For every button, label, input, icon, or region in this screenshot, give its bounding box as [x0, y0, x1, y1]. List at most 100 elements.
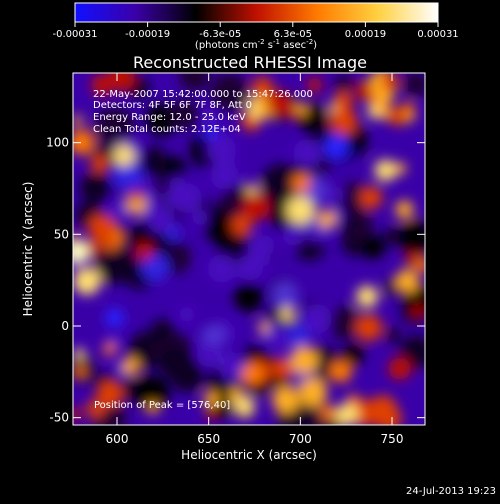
purple-blob — [323, 134, 349, 160]
x-tick-label: 650 — [197, 432, 220, 446]
bright-blob — [299, 378, 328, 407]
bright-blob — [333, 91, 353, 111]
info-clean-counts: Clean Total counts: 2.12E+04 — [93, 124, 241, 135]
bright-blob — [347, 394, 360, 407]
bright-blob — [360, 186, 383, 209]
bright-blob — [242, 193, 270, 221]
dark-blob — [361, 235, 386, 260]
dark-blob — [385, 327, 402, 344]
bright-blob — [135, 242, 153, 261]
bright-blob — [374, 159, 397, 182]
bright-blob — [330, 107, 358, 135]
bright-blob — [86, 399, 105, 418]
purple-blob — [210, 161, 239, 190]
dark-blob — [137, 145, 168, 176]
bright-blob — [90, 154, 109, 173]
bright-blob — [395, 200, 414, 219]
dark-blob — [169, 357, 205, 393]
bright-blob — [330, 360, 352, 383]
dark-blob — [336, 182, 369, 215]
purple-blob — [302, 304, 332, 334]
bright-blob — [318, 210, 336, 228]
bright-blob — [91, 74, 113, 96]
dark-blob — [170, 99, 201, 130]
purple-blob — [178, 306, 195, 323]
purple-blob — [282, 223, 305, 246]
bright-blob — [73, 129, 95, 155]
bright-blob — [415, 257, 425, 273]
bright-blob — [286, 196, 314, 224]
x-tick-label: 750 — [381, 432, 404, 446]
dark-blob — [403, 73, 425, 98]
purple-blob — [172, 183, 202, 213]
bright-blob — [203, 391, 220, 407]
bright-blob — [129, 190, 142, 203]
purple-blob — [271, 281, 299, 308]
bright-blob — [367, 104, 382, 119]
x-axis-label: Heliocentric X (arcsec) — [181, 448, 317, 462]
bright-blob — [292, 173, 311, 193]
dark-blob — [261, 163, 301, 203]
y-tick-label: 100 — [46, 136, 69, 150]
info-detectors: Detectors: 4F 5F 6F 7F 8F, Att 0 — [93, 100, 252, 111]
dark-blob — [327, 306, 361, 340]
purple-blob — [207, 254, 236, 283]
purple-blob — [104, 308, 125, 328]
chart-title: Reconstructed RHESSI Image — [133, 53, 367, 72]
bright-blob — [88, 214, 116, 241]
dark-blob — [95, 107, 135, 147]
y-tick-label: 50 — [54, 227, 69, 241]
x-axis-ticks: 600 650 700 750 — [106, 73, 404, 446]
purple-blob — [293, 139, 322, 168]
dark-blob — [398, 220, 425, 255]
emission-blobs — [73, 73, 425, 425]
bright-blob — [73, 267, 101, 295]
dark-blob — [134, 375, 170, 411]
colorbar-tick-label: 6.3e-05 — [274, 29, 312, 40]
bright-blob — [205, 410, 216, 421]
bright-blob — [258, 322, 269, 333]
dark-blob — [150, 319, 174, 343]
dark-blob — [208, 216, 226, 233]
colorbar-tick-label: 0.00019 — [345, 29, 386, 40]
bright-blob — [266, 90, 291, 116]
bright-blob — [388, 357, 411, 380]
purple-blob — [328, 186, 344, 203]
bright-blob — [294, 102, 308, 116]
plot-frame — [72, 72, 426, 426]
dark-blob — [165, 156, 183, 174]
bright-blob — [388, 108, 406, 126]
dark-blob — [179, 73, 210, 92]
colorbar-tick-labels: -0.00031 -0.00019 -6.3e-05 6.3e-05 0.00019 0.… — [53, 29, 459, 40]
bright-blob — [146, 402, 159, 414]
dark-blob — [233, 282, 264, 312]
bright-blob — [103, 342, 116, 356]
bright-blob — [356, 285, 379, 308]
bright-blob — [231, 214, 252, 236]
peak-position-label: Position of Peak = [576,40] — [94, 400, 230, 411]
bright-blob — [394, 162, 407, 175]
purple-blob — [165, 226, 181, 241]
bright-blob — [73, 407, 82, 421]
bright-blob — [355, 314, 383, 341]
bright-blob — [375, 405, 402, 425]
dark-blob — [79, 172, 111, 204]
bright-blob — [73, 348, 85, 360]
purple-blob — [206, 134, 237, 165]
colorbar-tick-label: 0.00031 — [417, 29, 458, 40]
y-axis-ticks: -50 0 50 100 — [46, 136, 425, 425]
bright-blob — [97, 380, 123, 407]
purple-blob — [196, 342, 222, 368]
dark-blob — [210, 73, 249, 112]
bright-blob — [280, 306, 295, 321]
colorbar-tick-label: -6.3e-05 — [199, 29, 241, 40]
bright-blob — [102, 236, 114, 248]
image-map — [73, 73, 425, 425]
bright-blob — [306, 77, 323, 93]
purple-blob — [287, 324, 310, 347]
purple-blob — [140, 252, 170, 282]
y-axis-label: Heliocentric Y (arcsec) — [21, 182, 35, 317]
colorbar-tick-label: -0.00031 — [53, 29, 98, 40]
bright-blob — [290, 346, 318, 374]
bright-blob — [380, 73, 399, 92]
